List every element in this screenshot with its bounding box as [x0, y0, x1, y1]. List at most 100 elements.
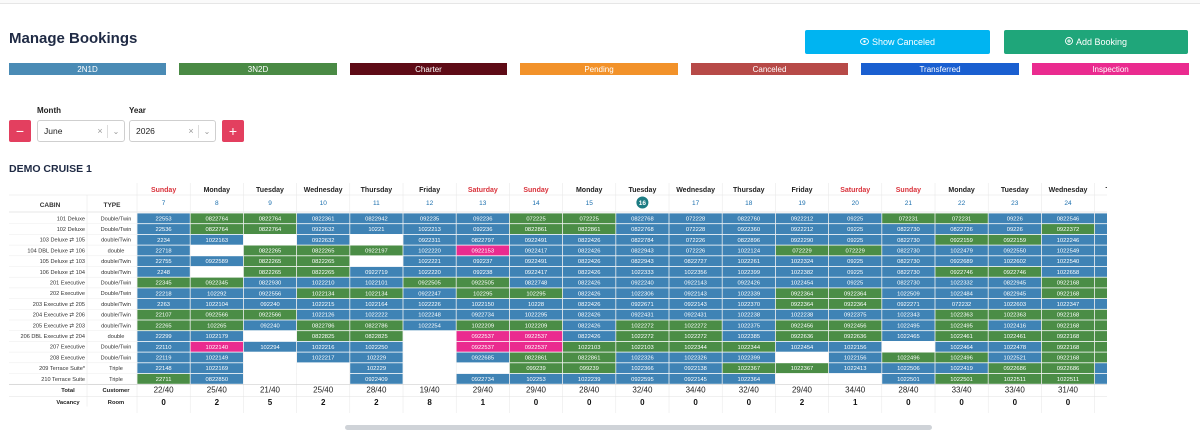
day-name: Wednesday	[304, 187, 343, 194]
cabin-name: 209 Terrace Suite*	[39, 366, 86, 372]
booking-code: 1022124	[738, 249, 761, 255]
booking-code: 092237	[473, 259, 492, 265]
day-name: Friday	[791, 187, 812, 194]
booking-code: 0822943	[631, 249, 654, 255]
booking-code: 1022104	[206, 302, 229, 308]
booking-cell	[775, 224, 829, 234]
booking-code: 092235	[420, 216, 439, 222]
booking-code: 0922550	[1004, 249, 1027, 255]
booking-cell	[775, 331, 829, 341]
cabin-type: Double/Twin	[101, 216, 132, 222]
booking-cell	[882, 266, 935, 277]
booking-cell	[669, 224, 722, 234]
total-value: 29/40	[792, 386, 813, 395]
booking-cell	[350, 245, 403, 256]
booking-code: 1022134	[365, 291, 388, 297]
booking-code: 1022385	[738, 334, 761, 340]
scrollbar-thumb[interactable]	[345, 425, 932, 430]
booking-code: 1022215	[312, 302, 335, 308]
booking-code: 0922686	[1004, 366, 1027, 372]
total-value: 33/40	[1005, 386, 1026, 395]
booking-cell	[1095, 245, 1107, 256]
cabin-type: Triple	[109, 366, 123, 372]
booking-cell	[403, 245, 456, 256]
booking-code: 22218	[156, 291, 172, 297]
previous-month-button[interactable]: −	[9, 120, 31, 142]
total-value: 28/40	[579, 386, 600, 395]
booking-cell	[1041, 224, 1095, 234]
booking-cell	[1095, 277, 1107, 288]
booking-code: 0922168	[1057, 356, 1080, 362]
booking-code: 0822727	[684, 259, 707, 265]
booking-code: 0922566	[259, 313, 282, 319]
booking-cell	[243, 363, 297, 374]
booking-code: 1022220	[418, 270, 441, 276]
legend-inspection: Inspection	[1032, 63, 1189, 75]
booking-code: 1022501	[897, 377, 920, 383]
booking-code: 102265	[207, 323, 226, 329]
booking-code: 2234	[157, 238, 171, 244]
booking-code: 0922746	[950, 270, 973, 276]
day-name: Wednesday	[676, 187, 715, 194]
booking-cell	[1041, 245, 1095, 256]
booking-cell	[1041, 256, 1095, 267]
booking-code: 22711	[156, 377, 172, 383]
booking-code: 0822768	[631, 227, 654, 233]
booking-code: 1022103	[578, 345, 601, 351]
booking-code: 0922417	[525, 249, 548, 255]
booking-code: 1022156	[844, 345, 867, 351]
booking-code: 099239	[526, 366, 545, 372]
booking-cell	[722, 363, 775, 374]
chevron-down-icon[interactable]: ⌄	[112, 126, 120, 136]
booking-code: 1022149	[206, 356, 229, 362]
booking-code: 092240	[260, 323, 279, 329]
booking-cell	[190, 266, 243, 277]
year-select[interactable]: 2026 × ⌄	[129, 120, 216, 142]
legend-3n2d: 3N2D	[179, 63, 337, 75]
booking-cell	[722, 309, 775, 320]
booking-code: 09225	[847, 259, 863, 265]
booking-cell	[243, 352, 297, 363]
booking-code: 22110	[156, 345, 172, 351]
clear-year-icon[interactable]: ×	[188, 126, 194, 136]
booking-cell	[509, 331, 563, 341]
vacancy-value: 0	[1013, 398, 1018, 407]
booking-code: 0922364	[844, 291, 867, 297]
booking-cell	[1095, 309, 1107, 320]
chevron-down-icon[interactable]: ⌄	[203, 126, 211, 136]
booking-cell	[456, 320, 509, 331]
booking-code: 0922159	[1004, 238, 1027, 244]
booking-cell	[297, 341, 350, 352]
booking-cell	[616, 288, 669, 299]
booking-code: 1022333	[631, 270, 654, 276]
booking-code: 1022103	[631, 345, 654, 351]
booking-cell	[137, 352, 190, 363]
booking-cell	[137, 213, 190, 224]
booking-code: 0922537	[472, 334, 495, 340]
booking-code: 0922143	[684, 302, 707, 308]
cabin-type: Double/Twin	[101, 227, 132, 233]
booking-code: 1022479	[950, 249, 973, 255]
add-booking-button[interactable]: Add Booking	[1004, 30, 1188, 54]
booking-cell	[456, 288, 509, 299]
vacancy-value: 5	[268, 398, 273, 407]
next-month-button[interactable]: +	[222, 120, 244, 142]
cabin-name: 210 Terrace Suite	[41, 377, 85, 383]
booking-code: 0822426	[578, 313, 601, 319]
booking-cell	[722, 341, 775, 352]
booking-code: 1022461	[1004, 334, 1027, 340]
booking-code: 1022496	[897, 356, 920, 362]
booking-cell	[456, 266, 509, 277]
booking-cell	[243, 373, 297, 384]
show-canceled-button[interactable]: Show Canceled	[805, 30, 990, 54]
booking-code: 2248	[157, 270, 170, 276]
booking-code: 1022238	[791, 313, 814, 319]
booking-cell	[509, 320, 563, 331]
booking-code: 0922431	[684, 313, 707, 319]
booking-cell	[350, 352, 403, 363]
booking-cell	[935, 266, 988, 277]
month-select[interactable]: June × ⌄	[37, 120, 125, 142]
booking-code: 1022495	[950, 323, 973, 329]
day-name: Monday	[948, 187, 975, 194]
clear-month-icon[interactable]: ×	[97, 126, 103, 136]
